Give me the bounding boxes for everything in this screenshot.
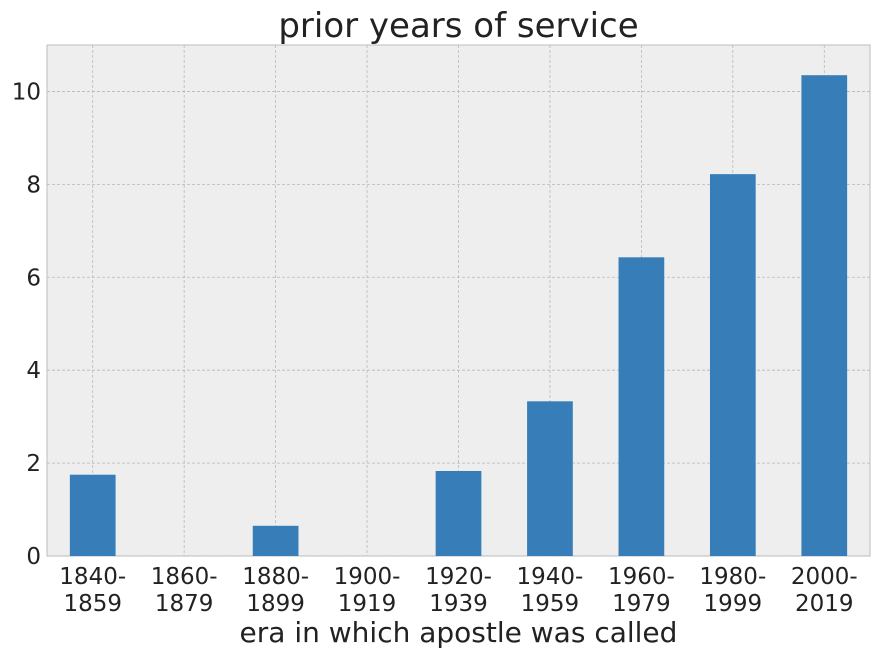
- bar: [618, 257, 665, 556]
- bars: [69, 75, 848, 557]
- y-tick-label: 10: [12, 79, 41, 105]
- bar: [435, 470, 482, 556]
- y-tick-label: 0: [26, 544, 41, 570]
- x-axis-ticks: 1840-1859 1860-1879 1880-1899 1900-1919 1920…: [59, 564, 857, 617]
- x-tick-label: 1980-1999: [699, 564, 766, 617]
- x-axis-label: era in which apostle was called: [240, 616, 678, 649]
- bar: [252, 525, 299, 556]
- x-tick-label: 1880-1899: [242, 564, 309, 617]
- y-tick-label: 6: [26, 265, 41, 291]
- y-tick-label: 8: [26, 172, 41, 198]
- bar: [801, 75, 848, 556]
- bar: [527, 401, 573, 556]
- chart-title: prior years of service: [278, 6, 638, 46]
- x-tick-label: 1840-1859: [59, 564, 126, 617]
- bar: [709, 174, 756, 557]
- y-tick-label: 2: [26, 451, 41, 477]
- x-tick-label: 2000-2019: [791, 564, 858, 617]
- x-tick-label: 1900-1919: [334, 564, 401, 617]
- x-tick-label: 1860-1879: [151, 564, 218, 617]
- x-tick-label: 1940-1959: [517, 564, 584, 617]
- x-tick-label: 1960-1979: [608, 564, 675, 617]
- y-axis-ticks: 0 2 4 6 8 10: [12, 79, 41, 570]
- bar: [69, 474, 116, 556]
- y-tick-label: 4: [26, 358, 41, 384]
- x-tick-label: 1920-1939: [425, 564, 492, 617]
